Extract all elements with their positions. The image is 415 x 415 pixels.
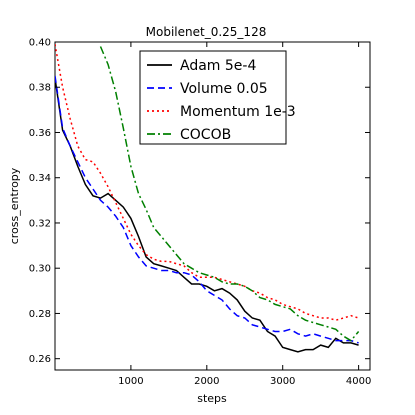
y-tick-label: 0.28 [29, 309, 51, 320]
y-tick-label: 0.26 [29, 354, 51, 365]
x-tick-label: 3000 [270, 376, 295, 387]
legend-items: Adam 5e-4 Volume 0.05 Momentum 1e-3 COCOB [147, 58, 296, 143]
x-tick-label: 1000 [118, 376, 143, 387]
series-line-3 [55, 44, 359, 321]
series-layer [55, 44, 360, 353]
y-tick-label: 0.40 [29, 38, 51, 49]
y-tick-label: 0.32 [29, 218, 51, 229]
y-axis-ticks: 0.26 0.28 0.30 0.32 0.34 0.36 0.38 0.40 [29, 38, 370, 365]
series-line-2 [55, 75, 359, 344]
legend-frame [139, 50, 287, 145]
legend-label-2: Volume 0.05 [180, 81, 268, 97]
series-line-1 [55, 78, 359, 353]
y-tick-label: 0.34 [29, 173, 51, 184]
y-tick-label: 0.38 [29, 83, 51, 94]
y-tick-label: 0.36 [29, 128, 51, 139]
y-axis-label: cross_entropy [8, 167, 21, 244]
x-tick-label: 4000 [346, 376, 371, 387]
x-axis-ticks: 1000 2000 3000 4000 [118, 42, 371, 387]
x-tick-label: 2000 [194, 376, 219, 387]
legend-label-1: Adam 5e-4 [180, 58, 256, 74]
series-line-4 [99, 46, 360, 342]
chart-title: Mobilenet_0.25_128 [146, 25, 267, 39]
x-axis-label: steps [197, 392, 227, 405]
legend-label-3: Momentum 1e-3 [180, 104, 296, 120]
legend-label-4: COCOB [180, 127, 231, 143]
legend: Adam 5e-4 Volume 0.05 Momentum 1e-3 COCOB [139, 50, 296, 145]
y-tick-label: 0.30 [29, 264, 51, 275]
